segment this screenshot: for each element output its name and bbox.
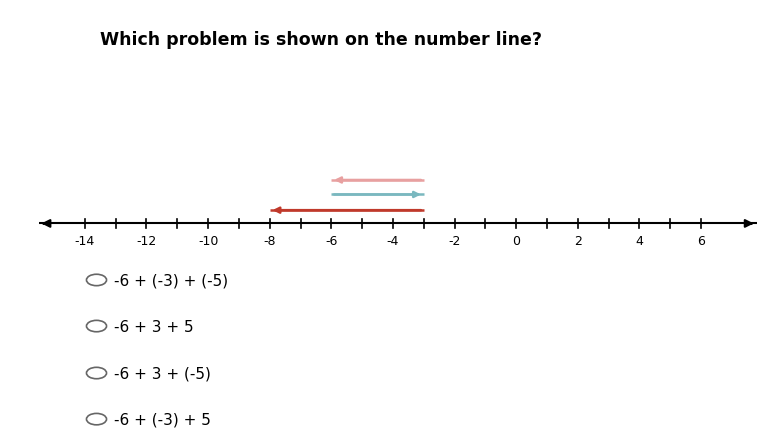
- Text: -6 + (-3) + (-5): -6 + (-3) + (-5): [114, 273, 229, 288]
- Text: -6: -6: [325, 235, 337, 248]
- Text: -14: -14: [75, 235, 95, 248]
- Text: -6 + (-3) + 5: -6 + (-3) + 5: [114, 412, 211, 427]
- Text: -10: -10: [198, 235, 218, 248]
- Text: 0: 0: [512, 235, 520, 248]
- Text: 4: 4: [635, 235, 643, 248]
- Text: Which problem is shown on the number line?: Which problem is shown on the number lin…: [100, 31, 543, 49]
- Text: 2: 2: [574, 235, 582, 248]
- Text: -6 + 3 + (-5): -6 + 3 + (-5): [114, 366, 211, 381]
- Text: -2: -2: [449, 235, 461, 248]
- Text: -12: -12: [137, 235, 157, 248]
- Text: -6 + 3 + 5: -6 + 3 + 5: [114, 319, 194, 334]
- Text: 6: 6: [697, 235, 705, 248]
- Text: -8: -8: [263, 235, 276, 248]
- Text: -4: -4: [387, 235, 399, 248]
